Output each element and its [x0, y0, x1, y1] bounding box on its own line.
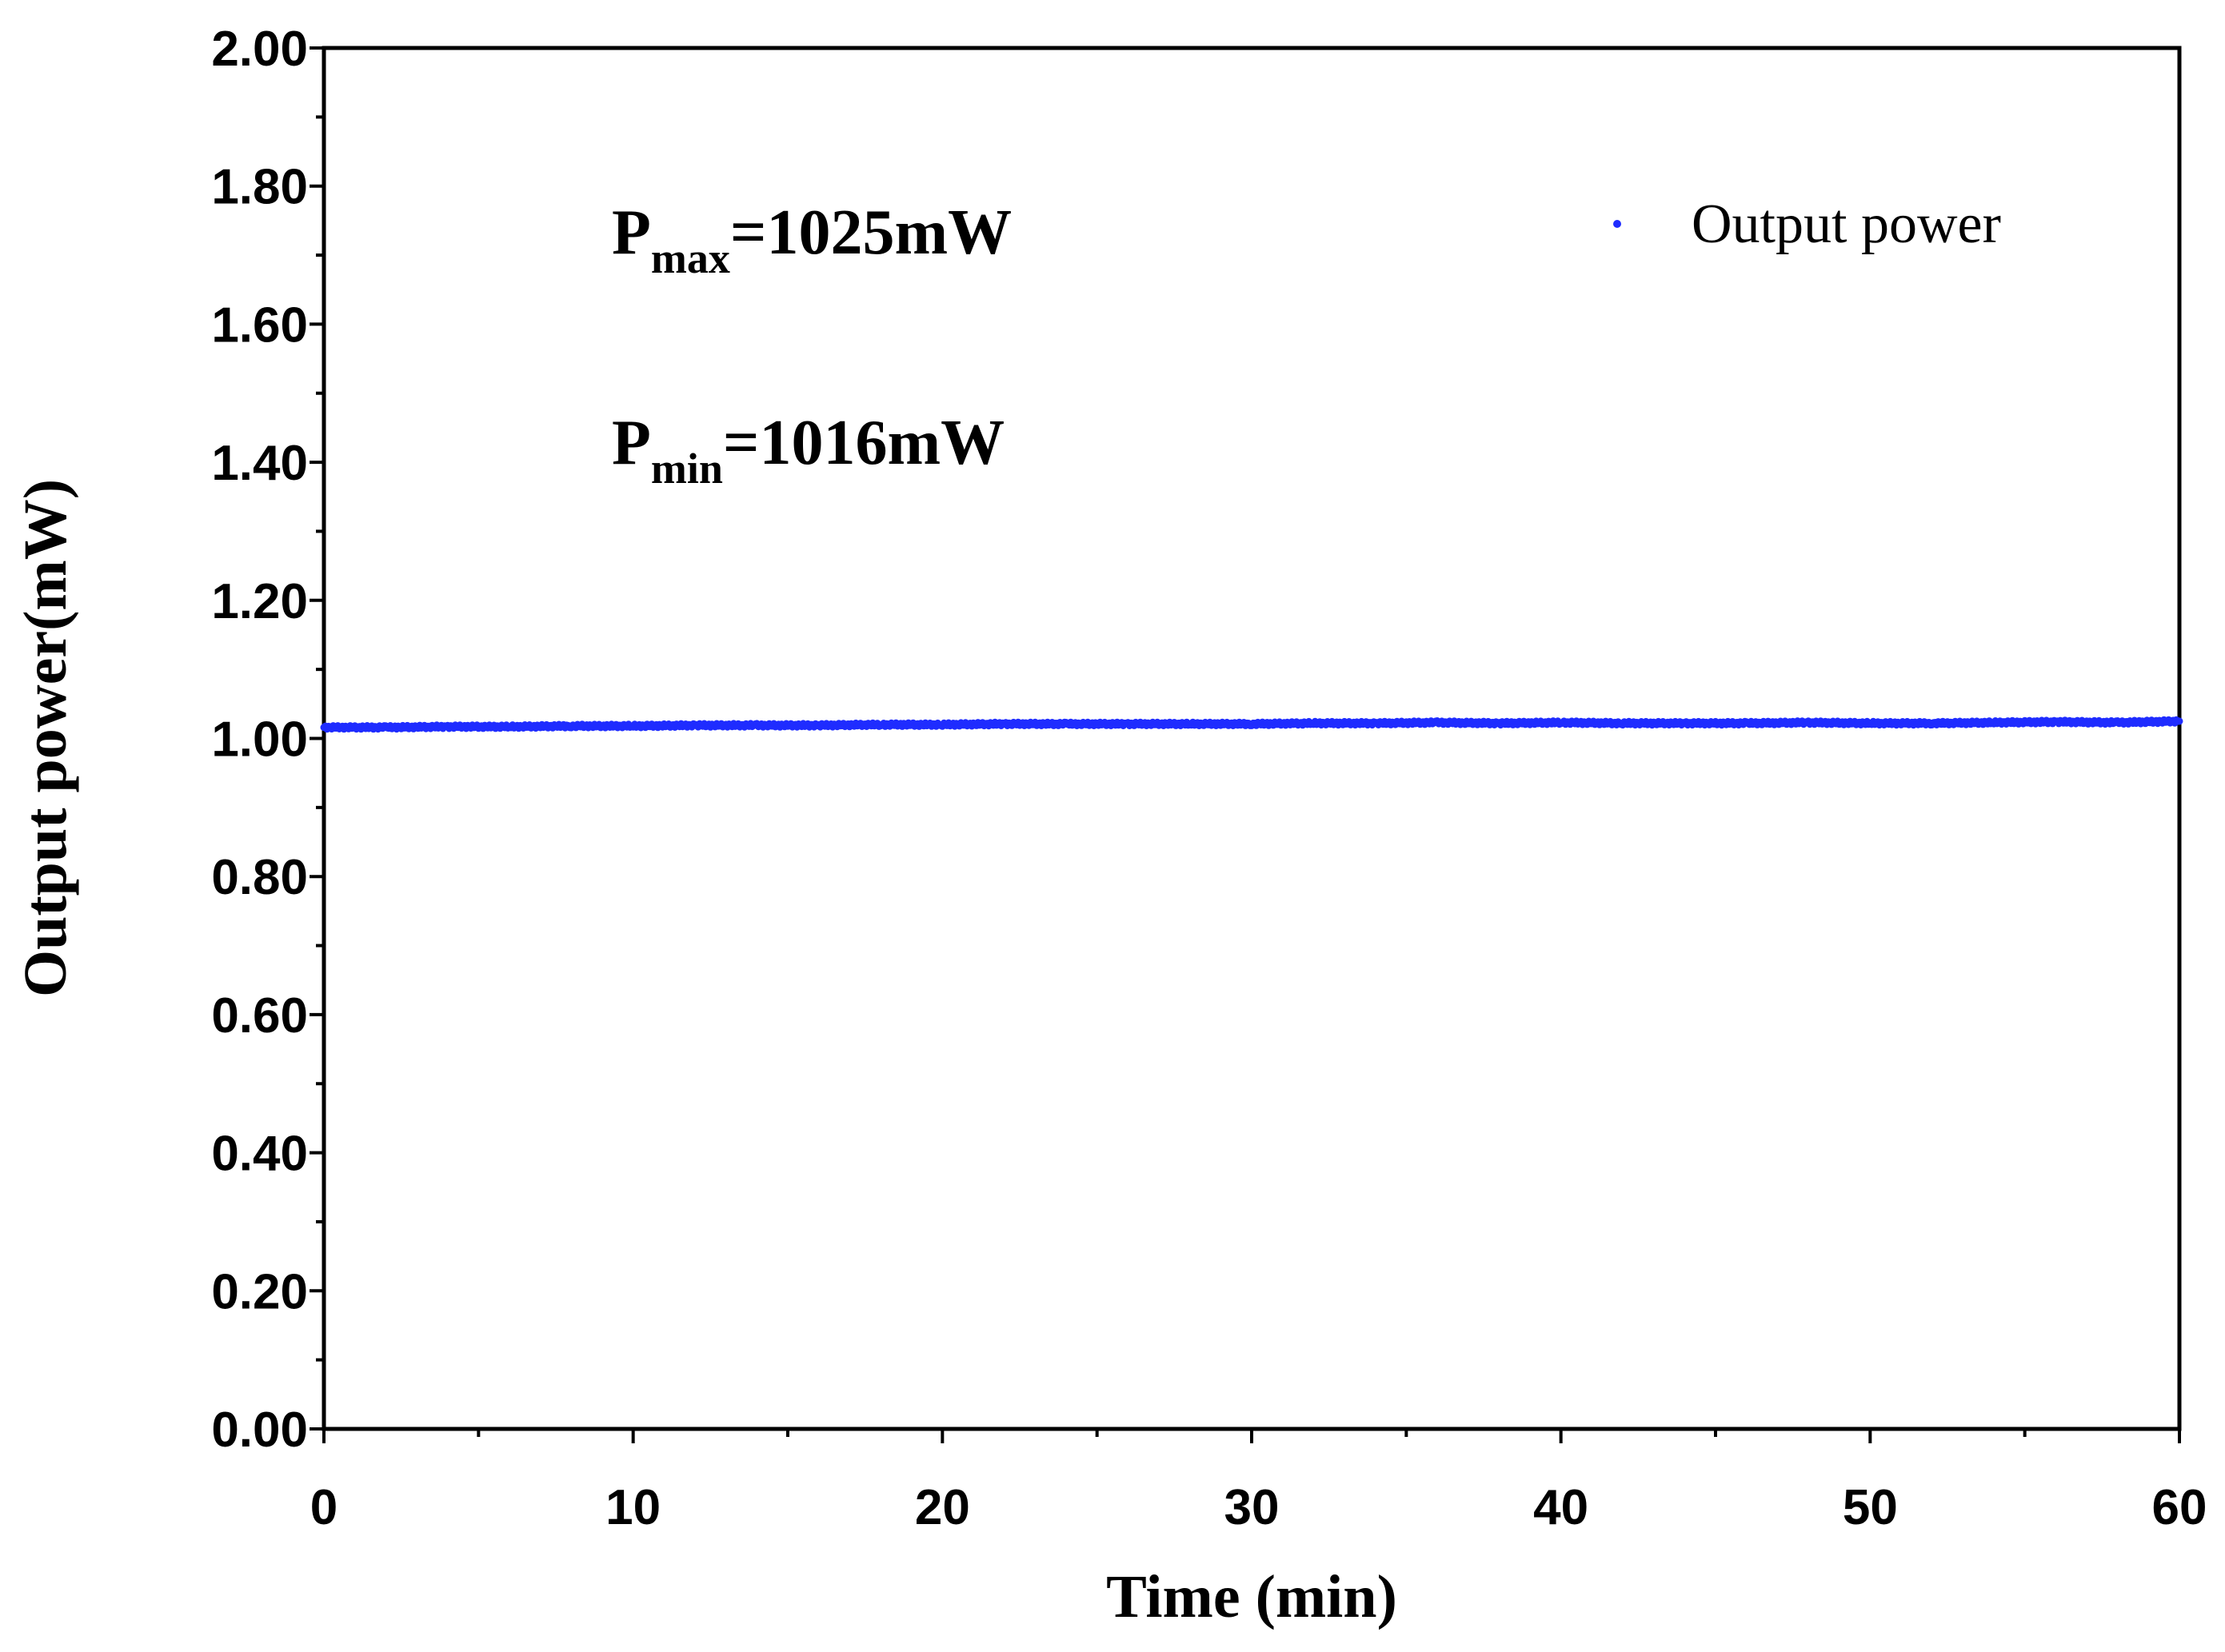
series-output-power [320, 716, 2183, 733]
annotation-pmax-value: =1025mW [730, 198, 1012, 268]
x-tick-label: 30 [1224, 1480, 1280, 1535]
y-axis-title: Output power(mW) [12, 479, 79, 997]
x-tick-label: 0 [310, 1480, 338, 1535]
x-axis: 0 10 20 30 40 50 60 [310, 1429, 2207, 1535]
x-tick-label: 10 [605, 1480, 661, 1535]
y-tick-label: 0.20 [211, 1264, 308, 1319]
annotation-pmax-main: P [612, 198, 651, 268]
y-tick-label: 0.00 [211, 1403, 308, 1458]
x-tick-label: 40 [1533, 1480, 1588, 1535]
y-tick-label: 0.80 [211, 850, 308, 905]
annotation-pmin-sub: min [651, 445, 723, 493]
x-tick-label: 60 [2152, 1480, 2207, 1535]
legend: Output power [1613, 194, 2001, 255]
y-tick-label: 0.40 [211, 1127, 308, 1182]
y-tick-label: 2.00 [211, 22, 308, 77]
x-tick-label: 20 [915, 1480, 970, 1535]
annotation-pmax: Pmax=1025mW [612, 198, 1012, 282]
y-tick-label: 1.20 [211, 574, 308, 629]
x-tick-label: 50 [1843, 1480, 1898, 1535]
y-tick-label: 1.00 [211, 712, 308, 768]
legend-label: Output power [1692, 194, 2001, 255]
y-axis: 0.00 0.20 0.40 0.60 0.80 1.00 1.20 1.40 1.60 1.80… [211, 22, 324, 1458]
annotation-pmin: Pmin=1016mW [612, 408, 1005, 493]
y-tick-label: 1.40 [211, 436, 308, 491]
annotation-pmax-sub: max [651, 234, 730, 282]
annotation-pmin-main: P [612, 408, 651, 478]
plot-frame [322, 46, 2182, 1431]
y-tick-label: 0.60 [211, 988, 308, 1043]
annotation-pmin-value: =1016mW [723, 408, 1005, 478]
data-point [2175, 717, 2183, 725]
y-tick-label: 1.60 [211, 297, 308, 353]
x-axis-title: Time (min) [1106, 1563, 1397, 1630]
y-tick-label: 1.80 [211, 160, 308, 215]
legend-marker [1613, 220, 1621, 228]
